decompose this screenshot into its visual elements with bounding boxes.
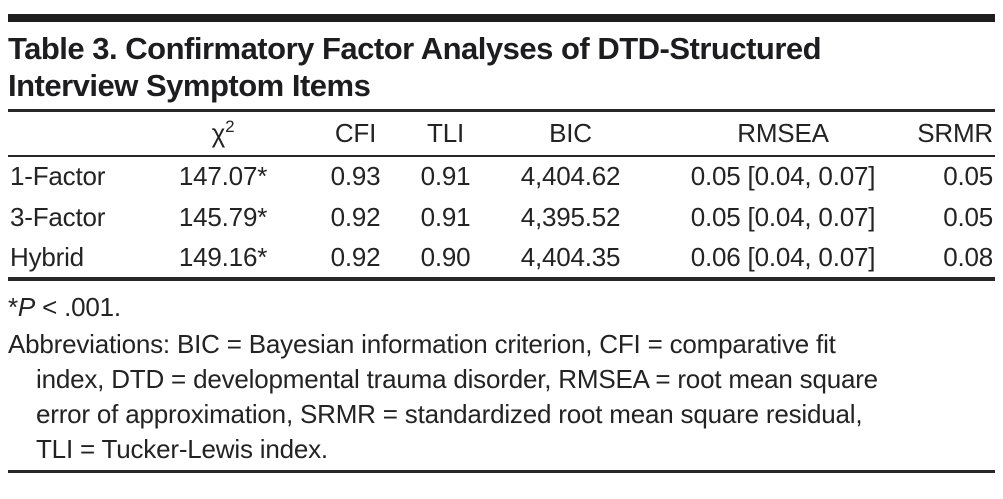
cfa-results-table: χ2 CFI TLI BIC RMSEA SRMR 1-Factor 147.0… (8, 109, 995, 281)
column-header-rmsea: RMSEA (658, 110, 908, 157)
abbreviations-line: Abbreviations: BIC = Bayesian informatio… (8, 328, 836, 359)
table-row: Hybrid 149.16* 0.92 0.90 4,404.35 0.06 [… (8, 237, 995, 281)
cell-chi-square: 149.16* (143, 237, 303, 281)
table-row: 3-Factor 145.79* 0.92 0.91 4,395.52 0.05… (8, 197, 995, 238)
abbreviations-footnote: Abbreviations: BIC = Bayesian informatio… (8, 327, 995, 467)
significance-threshold: < .001. (35, 291, 121, 322)
bottom-rule-bar (8, 469, 995, 473)
cell-rmsea: 0.05 [0.04, 0.07] (690, 161, 876, 191)
column-header-cfi: CFI (303, 110, 408, 157)
table-title-line-2: Interview Symptom Items (8, 68, 371, 103)
chi-superscript: 2 (225, 116, 235, 136)
cell-tli: 0.91 (420, 161, 471, 191)
cell-bic: 4,395.52 (520, 201, 621, 232)
column-header-model (8, 110, 143, 157)
cell-tli: 0.90 (408, 237, 483, 281)
significance-footnote: *P < .001. (8, 292, 995, 322)
cell-model: Hybrid (8, 237, 143, 281)
cell-bic: 4,404.62 (520, 161, 621, 191)
table-row: 1-Factor 147.07* 0.93 0.91 4,404.62 0.05… (8, 156, 995, 197)
column-header-srmr: SRMR (908, 110, 995, 157)
cell-bic: 4,404.35 (483, 237, 658, 281)
cell-srmr: 0.05 (943, 161, 993, 191)
column-header-tli: TLI (408, 110, 483, 157)
table-title-line-1: Table 3. Confirmatory Factor Analyses of… (8, 31, 822, 66)
cell-cfi: 0.92 (330, 201, 381, 232)
header-row: χ2 CFI TLI BIC RMSEA SRMR (8, 110, 995, 157)
table-figure: Table 3. Confirmatory Factor Analyses of… (8, 14, 995, 473)
column-header-chi-square: χ2 (143, 110, 303, 157)
column-header-bic: BIC (483, 110, 658, 157)
cell-chi-square: 147.07* (178, 161, 268, 191)
cell-rmsea: 0.06 [0.04, 0.07] (658, 237, 908, 281)
abbreviations-line: index, DTD = developmental trauma disord… (36, 363, 878, 394)
significance-star: * (8, 291, 18, 322)
top-rule-bar (8, 14, 995, 22)
cell-model: 3-Factor (10, 201, 106, 232)
chi-symbol: χ (211, 117, 226, 148)
significance-p: P (17, 291, 36, 322)
cell-cfi: 0.92 (303, 237, 408, 281)
cell-chi-square: 145.79* (178, 201, 268, 232)
abbreviations-line: error of approximation, SRMR = standardi… (36, 398, 863, 429)
cell-rmsea: 0.05 [0.04, 0.07] (690, 201, 876, 232)
table-title: Table 3. Confirmatory Factor Analyses of… (8, 30, 995, 104)
abbreviations-line: TLI = Tucker-Lewis index. (36, 433, 328, 464)
cell-cfi: 0.93 (330, 161, 381, 191)
cell-tli: 0.91 (420, 201, 471, 232)
cell-model: 1-Factor (10, 161, 106, 191)
cell-srmr: 0.05 (943, 201, 993, 232)
cell-srmr: 0.08 (908, 237, 995, 281)
